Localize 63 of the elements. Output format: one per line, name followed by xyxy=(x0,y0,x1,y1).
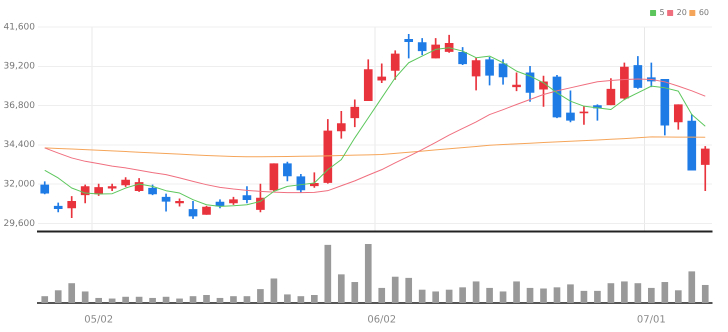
bar xyxy=(176,298,183,303)
bar xyxy=(688,271,696,303)
bar xyxy=(136,296,142,303)
bar xyxy=(661,282,668,303)
bar xyxy=(257,289,264,303)
bar xyxy=(608,283,614,303)
bar xyxy=(648,288,655,303)
bar xyxy=(446,290,452,303)
y-tick-label: 32,000 xyxy=(4,179,36,190)
bar xyxy=(216,298,224,303)
bar xyxy=(459,287,466,303)
bar xyxy=(149,298,156,303)
legend-label: 5 xyxy=(660,8,665,18)
bar xyxy=(284,294,291,303)
y-tick-label: 36,800 xyxy=(4,100,36,111)
y-tick-label: 34,400 xyxy=(4,140,36,150)
x-tick-label: 07/01 xyxy=(636,314,666,326)
bar xyxy=(244,296,250,303)
bar xyxy=(621,281,628,303)
bar xyxy=(526,288,534,303)
bar xyxy=(378,288,386,303)
bar xyxy=(203,295,210,303)
bar xyxy=(364,244,372,303)
bar xyxy=(108,298,116,303)
bar xyxy=(472,281,480,303)
bar xyxy=(432,291,439,303)
bar xyxy=(324,244,332,303)
bar xyxy=(594,290,601,303)
y-tick-label: 39,200 xyxy=(4,62,36,72)
bar xyxy=(311,295,318,303)
bar xyxy=(634,283,642,303)
bar xyxy=(405,278,412,303)
bar xyxy=(418,290,426,303)
bar xyxy=(298,296,304,303)
y-tick-label: 41,600 xyxy=(4,22,36,32)
bar xyxy=(122,296,129,303)
bar xyxy=(500,291,506,303)
bar xyxy=(190,296,196,303)
bar xyxy=(95,298,102,303)
bar xyxy=(702,284,709,303)
candlestick xyxy=(580,106,588,125)
bar xyxy=(54,290,62,303)
bar xyxy=(41,296,48,303)
legend-label: 60 xyxy=(698,8,710,18)
bar xyxy=(230,296,237,303)
x-tick-label: 06/02 xyxy=(367,314,396,326)
bar xyxy=(68,283,76,303)
legend-label: 20 xyxy=(676,8,687,18)
bar xyxy=(674,290,682,303)
bar xyxy=(513,281,520,303)
bar xyxy=(580,290,588,303)
bar xyxy=(540,288,547,303)
bar xyxy=(351,282,358,303)
y-tick-label: 29,600 xyxy=(4,218,36,229)
bar xyxy=(338,274,345,303)
bar xyxy=(270,278,278,303)
bar xyxy=(162,296,170,303)
bar xyxy=(486,288,493,303)
x-tick-label: 05/02 xyxy=(84,314,114,326)
bar xyxy=(392,276,399,303)
bar xyxy=(554,287,560,303)
bar xyxy=(82,291,89,303)
bar xyxy=(567,284,574,303)
